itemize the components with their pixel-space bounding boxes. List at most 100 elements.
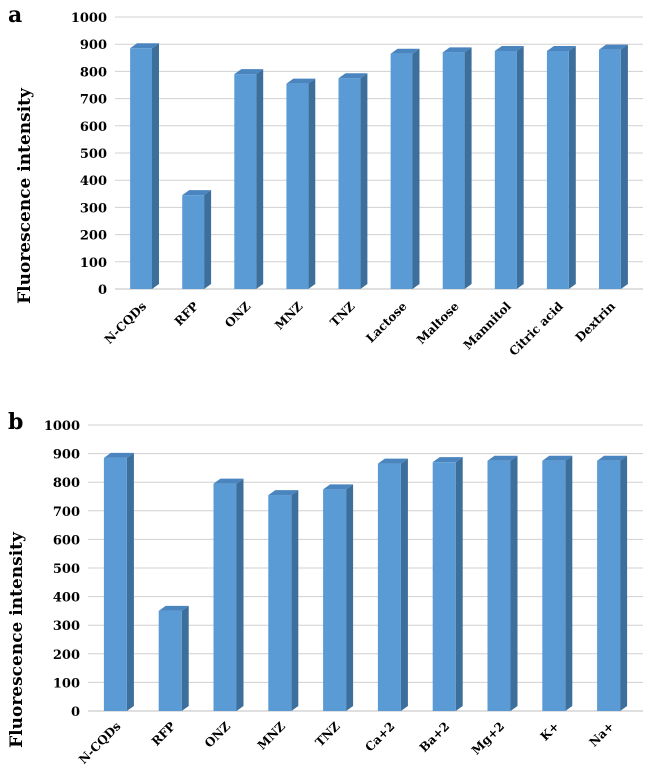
bar-front xyxy=(432,462,456,711)
x-tick-label: Citric acid xyxy=(507,299,567,359)
y-tick-label: 200 xyxy=(53,648,80,663)
bar-front xyxy=(213,483,237,711)
bar-top xyxy=(213,478,244,484)
bar-front xyxy=(377,463,401,711)
bar-front xyxy=(286,83,309,289)
y-tick-label: 600 xyxy=(80,120,107,135)
y-tick-label: 800 xyxy=(53,476,80,491)
bar xyxy=(597,455,628,711)
x-tick-label: K+ xyxy=(538,719,562,743)
chart-a-svg: 0 100 200 300 400 500 600 700 800 900 1000 Fluoresc… xyxy=(15,11,643,359)
x-tick-label: Na+ xyxy=(586,719,616,749)
bar-front xyxy=(182,195,205,289)
bar-side xyxy=(346,484,354,711)
x-tick-label: Maltose xyxy=(414,299,462,347)
x-tick-label: ONZ xyxy=(222,299,253,330)
bar xyxy=(432,457,463,711)
bar-top xyxy=(542,455,573,461)
bar xyxy=(442,47,472,289)
x-tick-label: Lactose xyxy=(363,299,410,346)
bar-side xyxy=(568,46,576,289)
y-tick-label: 700 xyxy=(53,505,80,520)
bar xyxy=(234,69,264,290)
y-axis-label: Fluorescence intensity xyxy=(7,531,27,748)
bar-side xyxy=(620,44,628,289)
bar-top xyxy=(268,490,299,496)
bar-front xyxy=(103,457,127,711)
bar-side xyxy=(308,78,316,289)
bar-top xyxy=(432,457,463,463)
bar-front xyxy=(130,48,152,289)
panel-letter: b xyxy=(8,409,24,435)
y-tick-label: 900 xyxy=(53,448,80,463)
bar-front xyxy=(158,610,182,711)
y-tick-label: 400 xyxy=(80,174,107,189)
bar-front xyxy=(599,49,621,289)
chart-b: b 0 100 200 300 400 500 600 700 800 900 1000 Fluore… xyxy=(0,405,649,777)
bar xyxy=(599,44,628,289)
bar-top xyxy=(103,452,134,458)
bar-side xyxy=(412,48,420,289)
y-tick-label: 300 xyxy=(80,201,107,216)
x-tick-label: Mg+2 xyxy=(469,719,507,757)
bar xyxy=(286,78,316,289)
x-tick-label: MNZ xyxy=(255,719,288,752)
bar-top xyxy=(286,78,316,84)
bar-side xyxy=(360,73,368,289)
y-tick-label: 500 xyxy=(53,562,80,577)
y-axis-label: Fluorescence intensity xyxy=(15,87,35,304)
bar-side xyxy=(455,457,463,711)
bar-front xyxy=(390,53,413,289)
bar-front xyxy=(542,460,566,711)
bar-top xyxy=(234,69,264,75)
bar xyxy=(390,48,420,289)
bar-top xyxy=(494,46,524,51)
bar xyxy=(487,455,518,711)
x-tick-label: MNZ xyxy=(272,299,305,332)
bar-front xyxy=(323,489,347,711)
bar-top xyxy=(182,190,212,196)
y-tick-label: 200 xyxy=(80,229,107,244)
bar xyxy=(542,455,573,711)
x-tick-label: ONZ xyxy=(202,719,233,750)
bar xyxy=(338,73,368,289)
bar-front xyxy=(234,74,257,290)
bar-top xyxy=(599,44,628,50)
bar xyxy=(213,478,244,711)
bar-front xyxy=(487,460,511,711)
bar xyxy=(377,458,408,711)
x-tick-label: Mannitol xyxy=(461,299,514,352)
bar-side xyxy=(565,455,573,711)
bar-top xyxy=(377,458,408,464)
panel-letter: a xyxy=(8,2,23,28)
y-tick-label: 100 xyxy=(53,676,80,691)
bar-front xyxy=(597,460,621,711)
bar xyxy=(182,190,212,289)
bar-side xyxy=(464,47,472,289)
bar-front xyxy=(494,51,517,289)
bar-top xyxy=(338,73,368,79)
bar xyxy=(494,46,524,289)
bar-side xyxy=(400,458,408,711)
bar-top xyxy=(390,48,420,54)
y-tick-label: 500 xyxy=(80,147,107,162)
bar xyxy=(546,46,576,289)
bar-side xyxy=(516,46,524,289)
x-tick-label: Dextrin xyxy=(573,299,619,345)
bar xyxy=(158,605,189,711)
bar-front xyxy=(442,52,465,289)
x-tick-label: RFP xyxy=(172,299,201,328)
y-tick-label: 1000 xyxy=(44,419,80,434)
x-tick-label: Ba+2 xyxy=(417,719,453,755)
y-tick-label: 1000 xyxy=(71,11,107,26)
bar-top xyxy=(442,47,472,53)
y-tick-label: 900 xyxy=(80,38,107,53)
bar-top xyxy=(130,43,159,49)
bar xyxy=(323,484,354,711)
bar-side xyxy=(620,455,628,711)
bar-side xyxy=(256,69,264,290)
y-tick-label: 0 xyxy=(98,283,107,298)
bar-side xyxy=(510,455,518,711)
chart-b-svg: 0 100 200 300 400 500 600 700 800 900 1000 Fluoresc… xyxy=(7,419,643,767)
bar xyxy=(103,452,134,711)
